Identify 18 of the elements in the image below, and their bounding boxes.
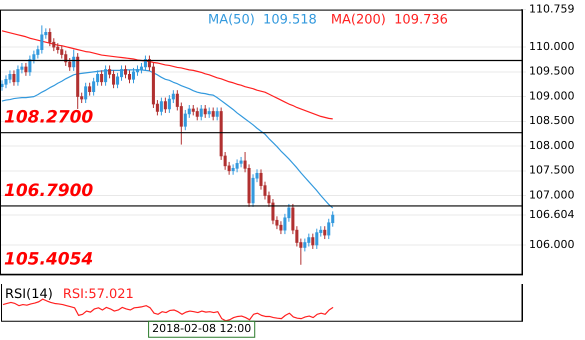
y-tick-label: 108.500 xyxy=(529,114,574,128)
y-tick-label: 108.000 xyxy=(529,138,574,152)
y-tick-label: 110.759 xyxy=(529,2,574,16)
text: MA(50) 109.518 xyxy=(208,12,317,28)
ref-line-label: 106.7900 xyxy=(4,180,94,201)
series-label: RSI:57.021 xyxy=(62,286,134,302)
chart-title: RSI(14) xyxy=(5,286,53,302)
y-tick-label: 106.000 xyxy=(529,238,574,251)
y-tick-label: 109.000 xyxy=(529,89,574,102)
y-tick-label: 110.000 xyxy=(529,40,574,53)
ref-line-label: 108.2700 xyxy=(4,108,94,128)
text: 2018-02-08 12:00 xyxy=(152,322,252,336)
text: MA(200) 109.736 xyxy=(330,12,448,28)
y-tick-label: 109.500 xyxy=(529,64,574,78)
ref-line-label: 105.4054 xyxy=(4,249,94,270)
y-tick-label: 106.604 xyxy=(529,208,574,221)
y-tick-label: 107.000 xyxy=(529,188,574,202)
y-tick-label: 107.500 xyxy=(529,164,574,177)
